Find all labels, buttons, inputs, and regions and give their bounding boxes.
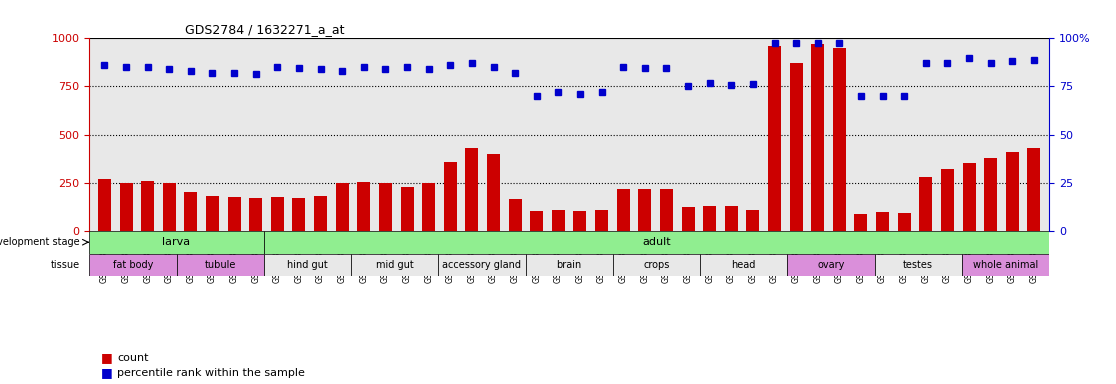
Bar <box>920 177 932 231</box>
Bar <box>444 162 456 231</box>
Text: testes: testes <box>903 260 933 270</box>
FancyBboxPatch shape <box>613 254 700 276</box>
Bar <box>811 44 825 231</box>
Text: percentile rank within the sample: percentile rank within the sample <box>117 368 305 378</box>
FancyBboxPatch shape <box>263 254 352 276</box>
FancyBboxPatch shape <box>962 254 1049 276</box>
FancyBboxPatch shape <box>875 254 962 276</box>
Bar <box>465 148 479 231</box>
Bar <box>963 164 975 231</box>
Text: adult: adult <box>642 237 671 247</box>
Bar <box>897 212 911 231</box>
Bar <box>98 179 110 231</box>
Bar <box>941 169 954 231</box>
Bar <box>184 192 198 231</box>
Bar <box>617 189 629 231</box>
Bar <box>595 210 608 231</box>
Bar <box>855 214 867 231</box>
Bar <box>141 181 154 231</box>
Bar <box>724 206 738 231</box>
Bar <box>833 48 846 231</box>
Text: mid gut: mid gut <box>376 260 414 270</box>
FancyBboxPatch shape <box>700 254 787 276</box>
FancyBboxPatch shape <box>176 254 263 276</box>
Text: accessory gland: accessory gland <box>442 260 521 270</box>
Bar <box>574 210 586 231</box>
Bar <box>422 183 435 231</box>
Bar <box>1006 152 1019 231</box>
Text: head: head <box>731 260 756 270</box>
Bar <box>1028 148 1040 231</box>
Bar <box>660 189 673 231</box>
Bar <box>119 183 133 231</box>
Bar <box>552 210 565 231</box>
Bar <box>249 198 262 231</box>
Text: ■: ■ <box>100 366 113 379</box>
FancyBboxPatch shape <box>89 254 176 276</box>
Text: crops: crops <box>643 260 670 270</box>
Bar <box>314 196 327 231</box>
Text: brain: brain <box>557 260 581 270</box>
Bar <box>747 210 759 231</box>
Bar <box>228 197 241 231</box>
Bar <box>292 198 306 231</box>
Text: whole animal: whole animal <box>973 260 1038 270</box>
Bar <box>530 210 543 231</box>
Bar <box>163 183 175 231</box>
Text: count: count <box>117 353 148 363</box>
Bar <box>509 199 521 231</box>
FancyBboxPatch shape <box>89 231 263 254</box>
Text: fat body: fat body <box>113 260 153 270</box>
Text: tubule: tubule <box>204 260 235 270</box>
Bar <box>638 189 652 231</box>
Bar <box>682 207 694 231</box>
Text: ovary: ovary <box>817 260 845 270</box>
Bar <box>401 187 414 231</box>
FancyBboxPatch shape <box>526 254 613 276</box>
Bar <box>790 63 802 231</box>
Bar <box>379 183 392 231</box>
Text: ■: ■ <box>100 351 113 364</box>
Bar <box>206 196 219 231</box>
FancyBboxPatch shape <box>439 254 526 276</box>
Bar <box>984 158 998 231</box>
Bar <box>357 182 371 231</box>
Text: larva: larva <box>163 237 191 247</box>
FancyBboxPatch shape <box>787 254 875 276</box>
Bar <box>336 183 348 231</box>
Text: hind gut: hind gut <box>287 260 328 270</box>
FancyBboxPatch shape <box>263 231 1049 254</box>
Text: development stage: development stage <box>0 237 79 247</box>
Bar <box>271 197 283 231</box>
Bar <box>876 212 889 231</box>
Bar <box>487 154 500 231</box>
Text: GDS2784 / 1632271_a_at: GDS2784 / 1632271_a_at <box>185 23 345 36</box>
Bar <box>768 46 781 231</box>
Text: tissue: tissue <box>50 260 79 270</box>
FancyBboxPatch shape <box>352 254 439 276</box>
Bar <box>703 206 716 231</box>
